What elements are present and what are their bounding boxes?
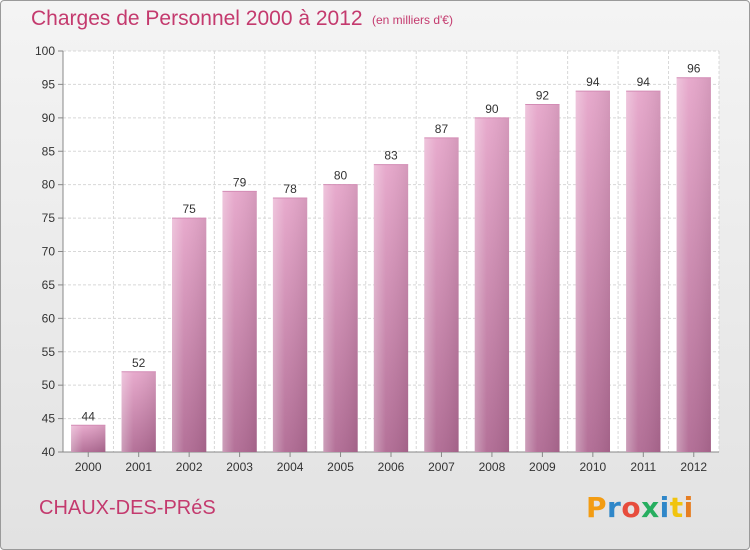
y-tick-label: 55 [42, 345, 56, 359]
bar-shine [222, 191, 257, 452]
y-tick-label: 60 [42, 311, 56, 325]
bar-shine [71, 425, 106, 452]
bar-shine [424, 137, 459, 452]
value-labels: 44 52 75 79 78 80 83 87 90 92 94 94 96 [82, 62, 701, 424]
y-tick-label: 70 [42, 245, 56, 259]
y-tick-label: 90 [42, 111, 56, 125]
y-tick-label: 100 [35, 44, 55, 58]
y-tick-label: 45 [42, 412, 56, 426]
bar-shine [676, 77, 711, 452]
x-tick-label: 2008 [479, 460, 506, 474]
x-tick-label: 2005 [327, 460, 354, 474]
commune-name: CHAUX-DES-PRéS [39, 497, 216, 519]
bar-shine [121, 371, 156, 452]
logo-letter: i [683, 491, 694, 524]
bar-value-label: 94 [637, 75, 651, 89]
bars [71, 77, 711, 452]
bar-shine [626, 91, 661, 452]
x-tick-label: 2004 [277, 460, 304, 474]
bar-shine [575, 91, 611, 452]
logo-letter: r [607, 491, 622, 524]
x-tick-label: 2000 [75, 460, 102, 474]
bar-value-label: 90 [485, 102, 499, 116]
y-tick-label: 40 [42, 445, 56, 459]
bar-value-label: 44 [82, 409, 96, 423]
x-tick-label: 2010 [579, 460, 606, 474]
bar-value-label: 80 [334, 169, 348, 183]
x-tick-label: 2011 [630, 460, 656, 474]
logo-letter: i [659, 491, 670, 524]
bar-value-label: 79 [233, 175, 247, 189]
bar-value-label: 78 [283, 182, 297, 196]
bar-value-label: 92 [536, 88, 550, 102]
chart-title: Charges de Personnel 2000 à 2012 [31, 7, 363, 30]
y-tick-label: 50 [42, 378, 56, 392]
chart-subtitle: (en milliers d'€) [372, 13, 453, 27]
bar-shine [272, 198, 308, 452]
bar-value-label: 87 [435, 122, 449, 136]
bar-value-label: 96 [687, 62, 701, 76]
y-tick-label: 95 [42, 77, 56, 91]
logo-letter: x [641, 491, 660, 524]
x-tick-label: 2009 [529, 460, 556, 474]
y-tick-label: 65 [42, 278, 56, 292]
logo-letter: P [586, 491, 608, 524]
y-tick-label: 75 [42, 211, 56, 225]
bar-value-label: 94 [586, 75, 600, 89]
x-tick-label: 2003 [226, 460, 253, 474]
bar-value-label: 83 [384, 149, 398, 163]
bar-value-label: 75 [182, 202, 196, 216]
bar-shine [474, 117, 510, 452]
x-tick-label: 2006 [378, 460, 405, 474]
logo-letter: t [669, 491, 684, 524]
y-tick-label: 80 [42, 178, 56, 192]
y-tick-label: 85 [42, 144, 56, 158]
bar-value-label: 52 [132, 356, 146, 370]
bar-shine [373, 164, 409, 452]
x-tick-label: 2002 [176, 460, 203, 474]
bar-shine [525, 104, 560, 452]
x-tick-label: 2012 [680, 460, 707, 474]
proxiti-logo[interactable]: Proxiti [586, 491, 694, 524]
x-tick-label: 2001 [125, 460, 152, 474]
bar-shine [171, 218, 207, 452]
x-tick-label: 2007 [428, 460, 455, 474]
logo-letter: o [621, 491, 642, 524]
bar-shine [323, 184, 358, 452]
